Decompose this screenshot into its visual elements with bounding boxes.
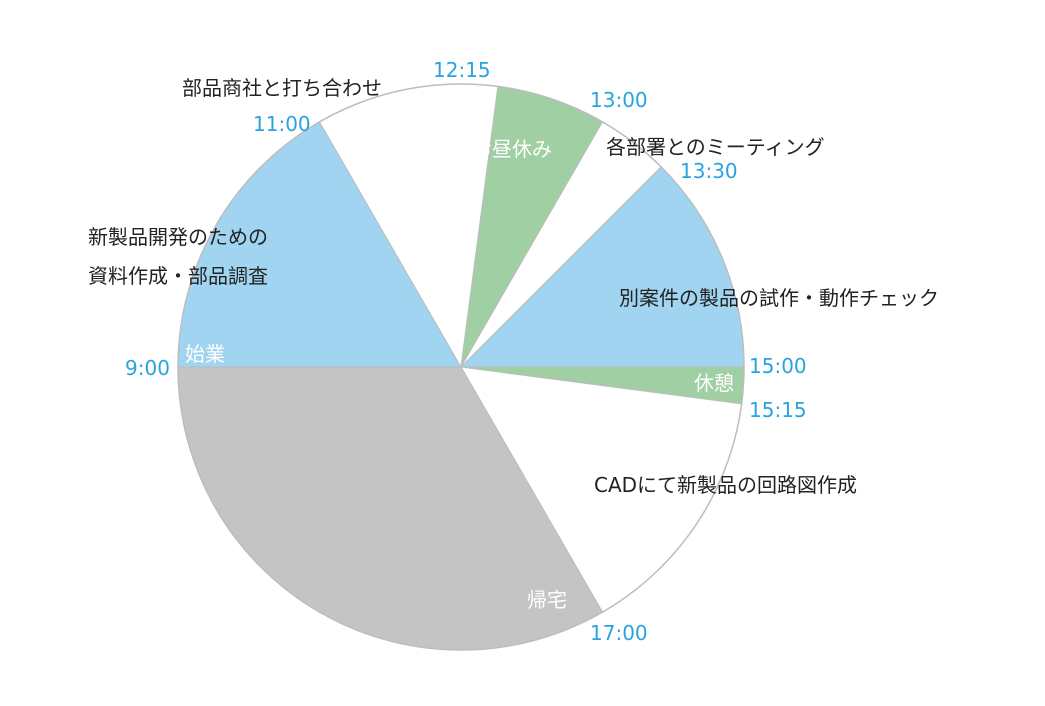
slice-label-home: 帰宅 (527, 588, 567, 612)
slice-label-research-line2: 資料作成・部品調査 (88, 264, 268, 288)
slice-label-vendor-meeting: 部品商社と打ち合わせ (182, 76, 382, 100)
pie-slices (177, 83, 745, 651)
slice-label-dept-meeting: 各部署とのミーティング (606, 135, 825, 159)
slice-label-prototype: 別案件の製品の試作・動作チェック (619, 286, 939, 310)
slice-label-research-line1: 新製品開発のための (88, 225, 268, 249)
time-label-1500: 15:00 (749, 354, 807, 378)
time-label-1100: 11:00 (253, 112, 311, 136)
time-label-0900: 9:00 (125, 356, 170, 380)
slice-label-lunch: お昼休み (472, 137, 552, 161)
slice-label-cad: CADにて新製品の回路図作成 (594, 473, 857, 497)
slice-label-break: 休憩 (694, 371, 734, 395)
time-label-1515: 15:15 (749, 398, 807, 422)
slice-label-start: 始業 (185, 342, 225, 366)
pie-outline (177, 83, 745, 651)
time-label-1215: 12:15 (433, 58, 491, 82)
time-label-1700: 17:00 (590, 621, 648, 645)
time-label-1300: 13:00 (590, 88, 648, 112)
time-label-1330: 13:30 (680, 159, 738, 183)
